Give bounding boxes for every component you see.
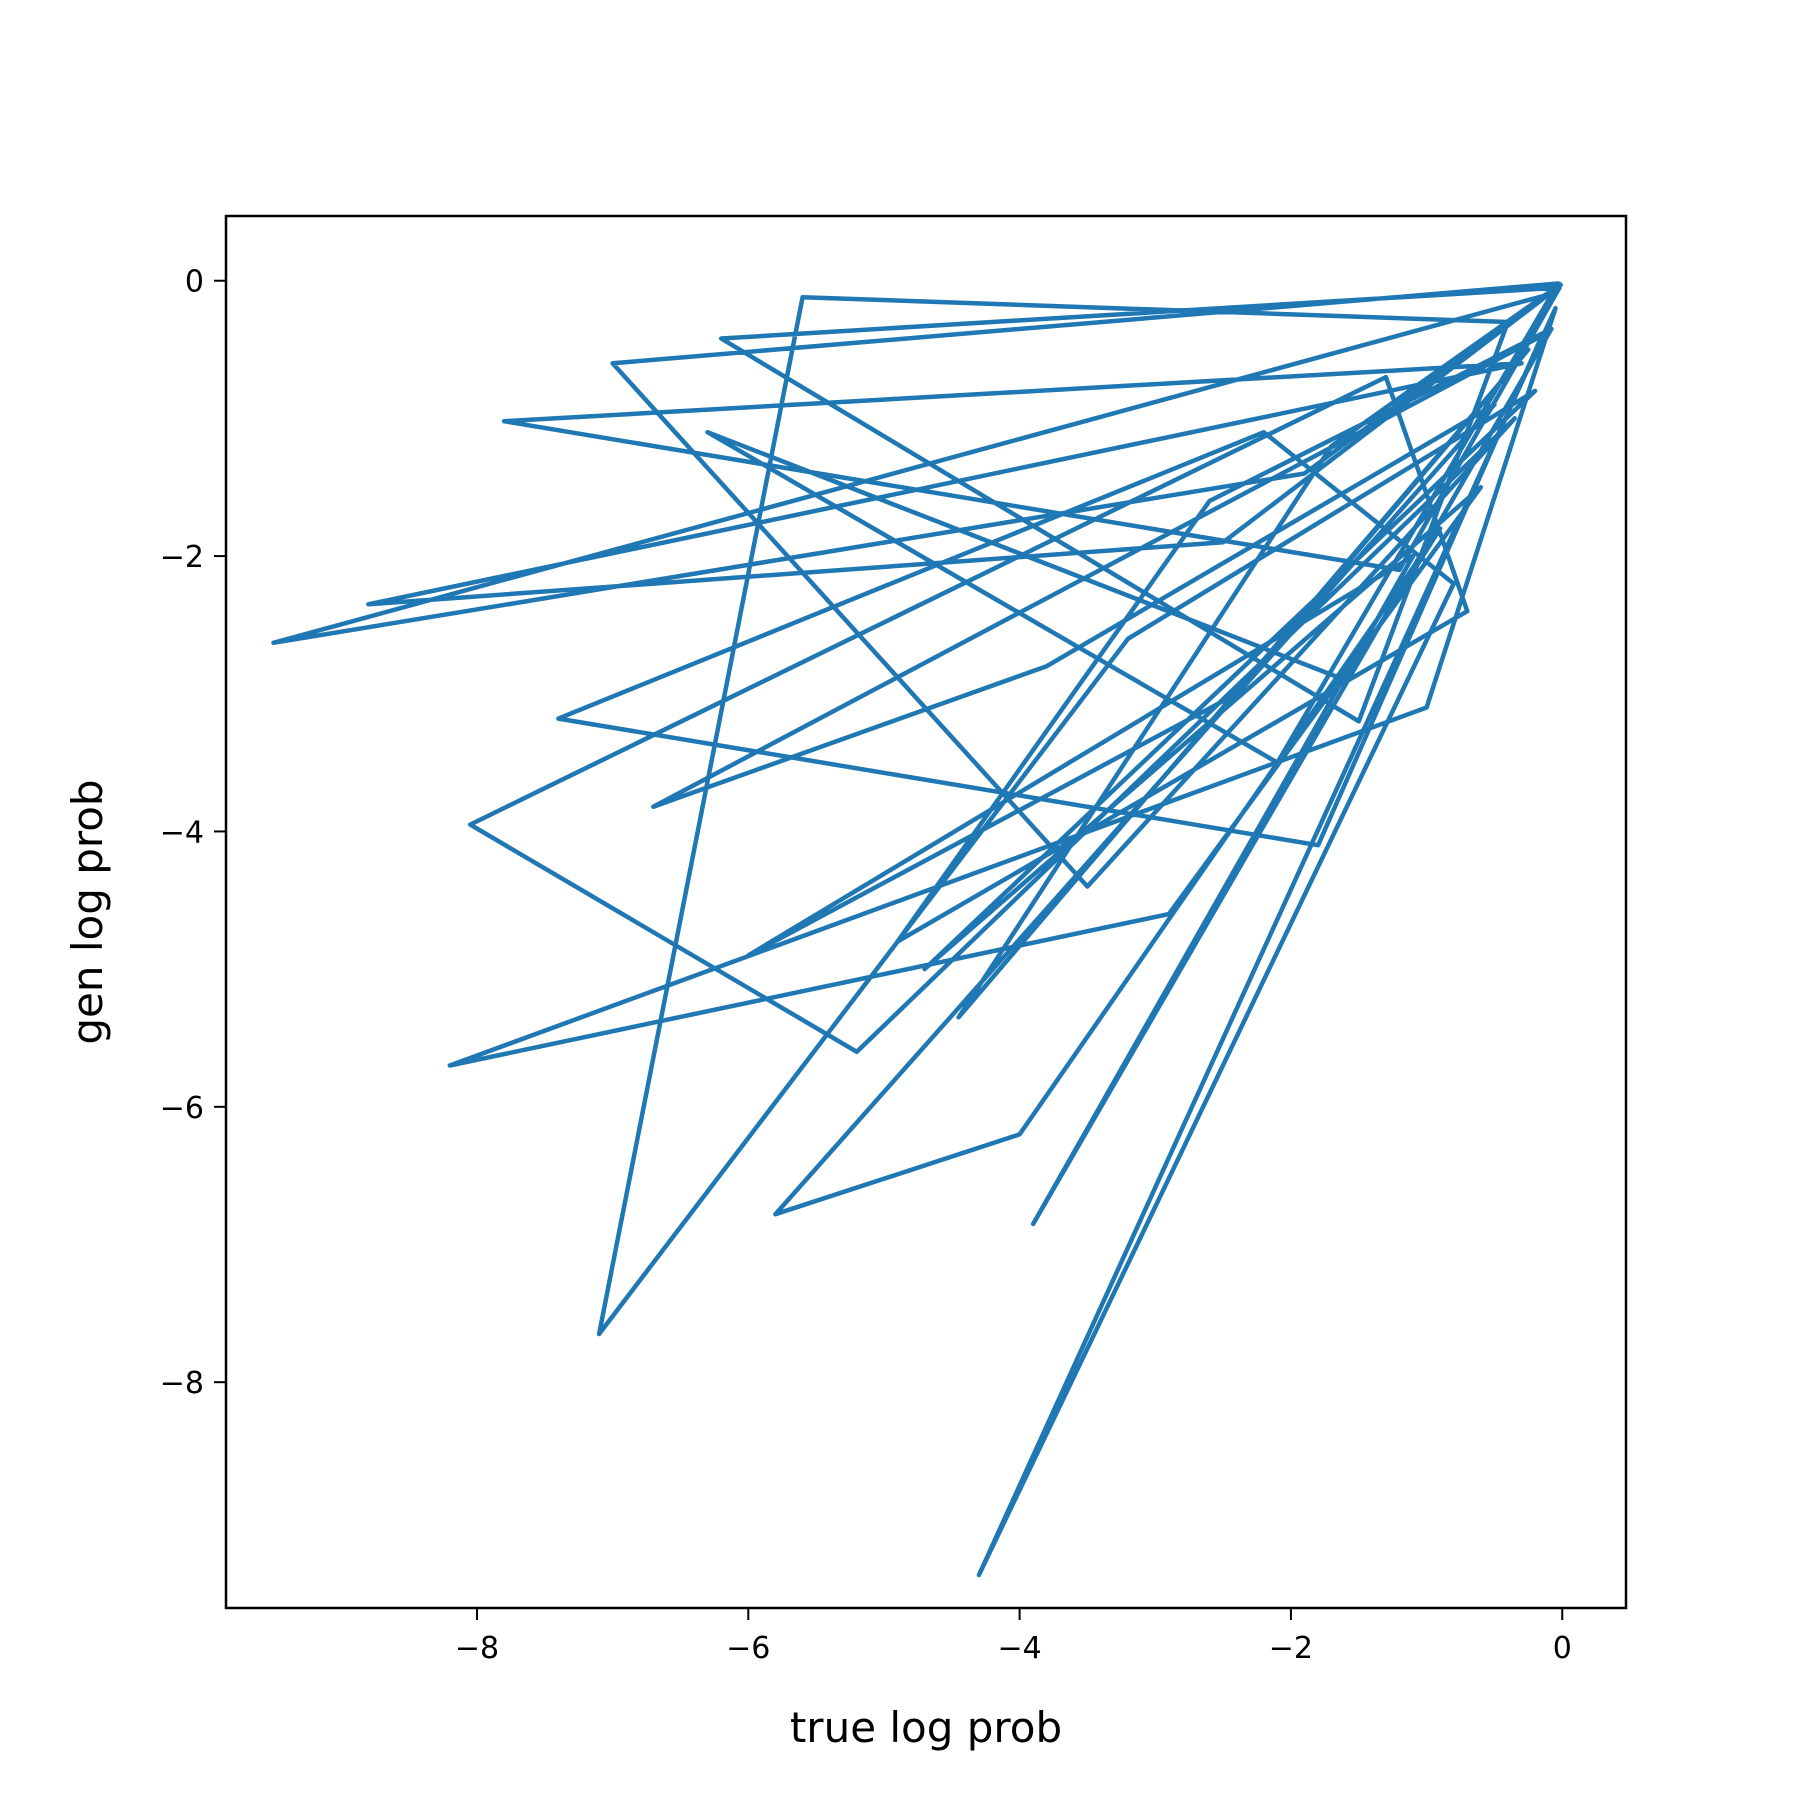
y-axis: 0 −2 −4 −6 −8 [160, 265, 226, 1401]
x-axis-label: true log prob [790, 1703, 1062, 1752]
x-tick-label: −6 [726, 1631, 770, 1666]
x-tick-label: −2 [1269, 1631, 1313, 1666]
y-axis-label: gen log prob [63, 779, 112, 1044]
y-tick-label: −2 [160, 540, 204, 575]
y-tick-label: −6 [160, 1091, 204, 1126]
series-layer [271, 281, 1564, 1578]
x-axis: −8 −6 −4 −2 0 [455, 1608, 1572, 1666]
y-tick-label: 0 [185, 265, 204, 300]
y-tick-label: −4 [160, 815, 204, 850]
x-tick-label: −4 [997, 1631, 1041, 1666]
series-line-1 [271, 281, 1564, 1578]
x-tick-label: 0 [1553, 1631, 1572, 1666]
x-tick-label: −8 [455, 1631, 499, 1666]
plot-area-frame [224, 214, 1628, 1610]
y-tick-label: −8 [160, 1366, 204, 1401]
